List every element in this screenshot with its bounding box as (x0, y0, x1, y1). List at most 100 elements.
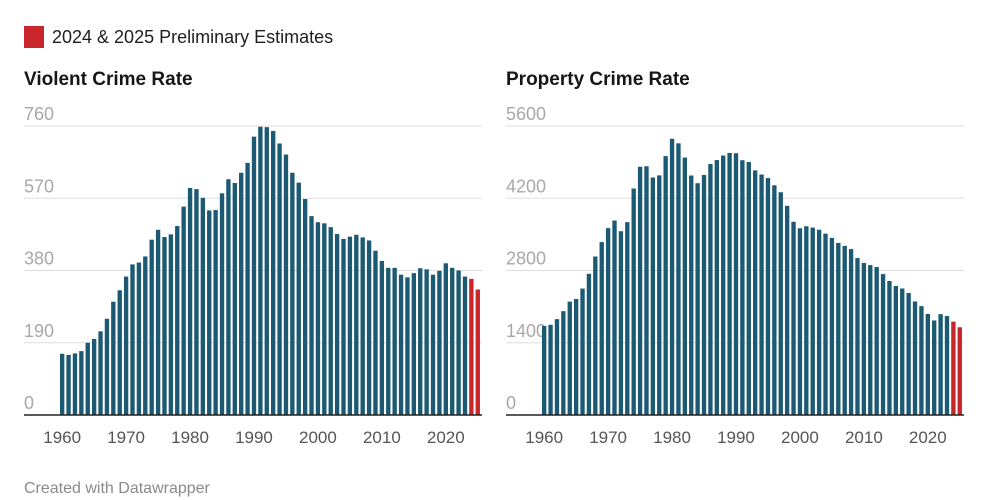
bar-1965 (573, 298, 579, 415)
bar-1971 (612, 220, 617, 415)
bar-2025 (957, 327, 962, 415)
bar-1969 (599, 242, 604, 415)
y-tick-label: 1400 (506, 321, 546, 341)
credit-text: Created with Datawrapper (24, 480, 210, 497)
bar-1991 (258, 126, 263, 415)
x-tick-label: 1970 (107, 428, 145, 447)
x-tick-label: 1960 (525, 428, 563, 447)
x-tick-label: 1990 (235, 428, 273, 447)
bar-2006 (836, 242, 841, 415)
bar-2021 (450, 267, 455, 415)
x-tick-label: 2000 (299, 428, 337, 447)
bar-1964 (85, 342, 90, 415)
bar-1967 (586, 273, 592, 415)
y-tick-label: 0 (24, 393, 34, 413)
bar-1975 (637, 166, 643, 415)
bar-1974 (149, 239, 154, 415)
bar-2006 (354, 234, 359, 415)
bar-1968 (111, 301, 116, 415)
bar-1989 (727, 152, 732, 415)
bar-1975 (155, 229, 161, 415)
bar-1963 (561, 311, 566, 415)
bar-1996 (290, 172, 295, 415)
bar-2017 (424, 269, 429, 415)
bar-2019 (437, 270, 442, 415)
bar-1974 (631, 188, 636, 415)
bar-2010 (861, 262, 867, 415)
bar-2012 (874, 266, 879, 415)
bar-2008 (366, 240, 372, 415)
x-tick-label: 1970 (589, 428, 627, 447)
bar-1979 (663, 156, 668, 415)
bar-2010 (379, 260, 385, 415)
bar-2016 (900, 288, 905, 415)
bar-2000 (315, 222, 321, 415)
bar-2003 (816, 229, 822, 415)
bar-1981 (194, 189, 199, 415)
bar-1964 (567, 301, 572, 415)
y-tick-label: 190 (24, 321, 54, 341)
bar-1985 (701, 174, 707, 415)
bar-1999 (791, 221, 796, 415)
bar-2007 (842, 245, 847, 415)
bar-2022 (456, 270, 461, 415)
bar-1966 (98, 331, 103, 415)
bar-1969 (117, 290, 122, 415)
bar-1994 (759, 174, 764, 415)
bar-1992 (746, 161, 751, 415)
bar-1987 (714, 160, 719, 415)
bar-1965 (91, 338, 97, 415)
legend-label: 2024 & 2025 Preliminary Estimates (52, 26, 334, 47)
bar-1972 (618, 231, 624, 415)
violent-crime-plot: 760 570 380 190 0 1960 1970 1980 1990 2000 2010 202… (24, 104, 482, 447)
bar-2009 (855, 258, 860, 415)
bar-1981 (676, 143, 681, 415)
bar-1984 (695, 183, 700, 415)
bar-1966 (580, 288, 585, 415)
bar-1991 (740, 160, 745, 415)
property-crime-plot: 5600 4200 2800 1400 0 1960 1970 1980 1990 2000 201… (506, 104, 964, 447)
bar-1968 (593, 256, 598, 415)
bar-2005 (829, 237, 835, 415)
bar-2023 (944, 316, 950, 415)
bar-1997 (296, 182, 301, 415)
bar-1988 (239, 172, 244, 415)
bar-1999 (309, 216, 314, 415)
bar-1977 (650, 177, 656, 415)
bar-2014 (887, 281, 892, 415)
bar-1976 (644, 166, 649, 415)
chart-title: Property Crime Rate (506, 69, 690, 90)
bar-2023 (462, 276, 468, 415)
bar-2025 (475, 289, 480, 415)
bar-1980 (669, 138, 675, 415)
bar-1962 (554, 319, 560, 415)
bar-2022 (938, 314, 943, 415)
property-crime-chart: Property Crime Rate 5600 4200 2800 1400 0 196… (506, 60, 976, 460)
bar-1992 (264, 127, 269, 415)
bar-1960 (60, 353, 65, 415)
bar-2009 (373, 250, 378, 415)
bar-1998 (784, 205, 790, 415)
bar-2003 (334, 233, 340, 415)
y-tick-label: 5600 (506, 104, 546, 124)
x-tick-label: 1980 (653, 428, 691, 447)
bar-2014 (405, 277, 410, 415)
bar-1983 (689, 175, 694, 415)
y-tick-label: 0 (506, 393, 516, 413)
bar-2001 (322, 223, 327, 415)
bar-1998 (302, 199, 308, 415)
x-tick-label: 1990 (717, 428, 755, 447)
bar-1972 (136, 262, 142, 415)
bar-2008 (848, 249, 854, 415)
bar-2007 (360, 237, 365, 415)
bar-1971 (130, 264, 135, 415)
violent-crime-chart: Violent Crime Rate 760 570 380 190 0 1960 1970… (24, 60, 494, 460)
bar-2016 (418, 268, 423, 415)
bar-2018 (912, 301, 918, 415)
bar-1973 (143, 256, 148, 415)
bar-2004 (341, 238, 346, 415)
legend: 2024 & 2025 Preliminary Estimates (24, 26, 333, 48)
bar-2024 (469, 278, 474, 415)
y-tick-label: 4200 (506, 176, 546, 196)
bar-1977 (168, 234, 174, 416)
